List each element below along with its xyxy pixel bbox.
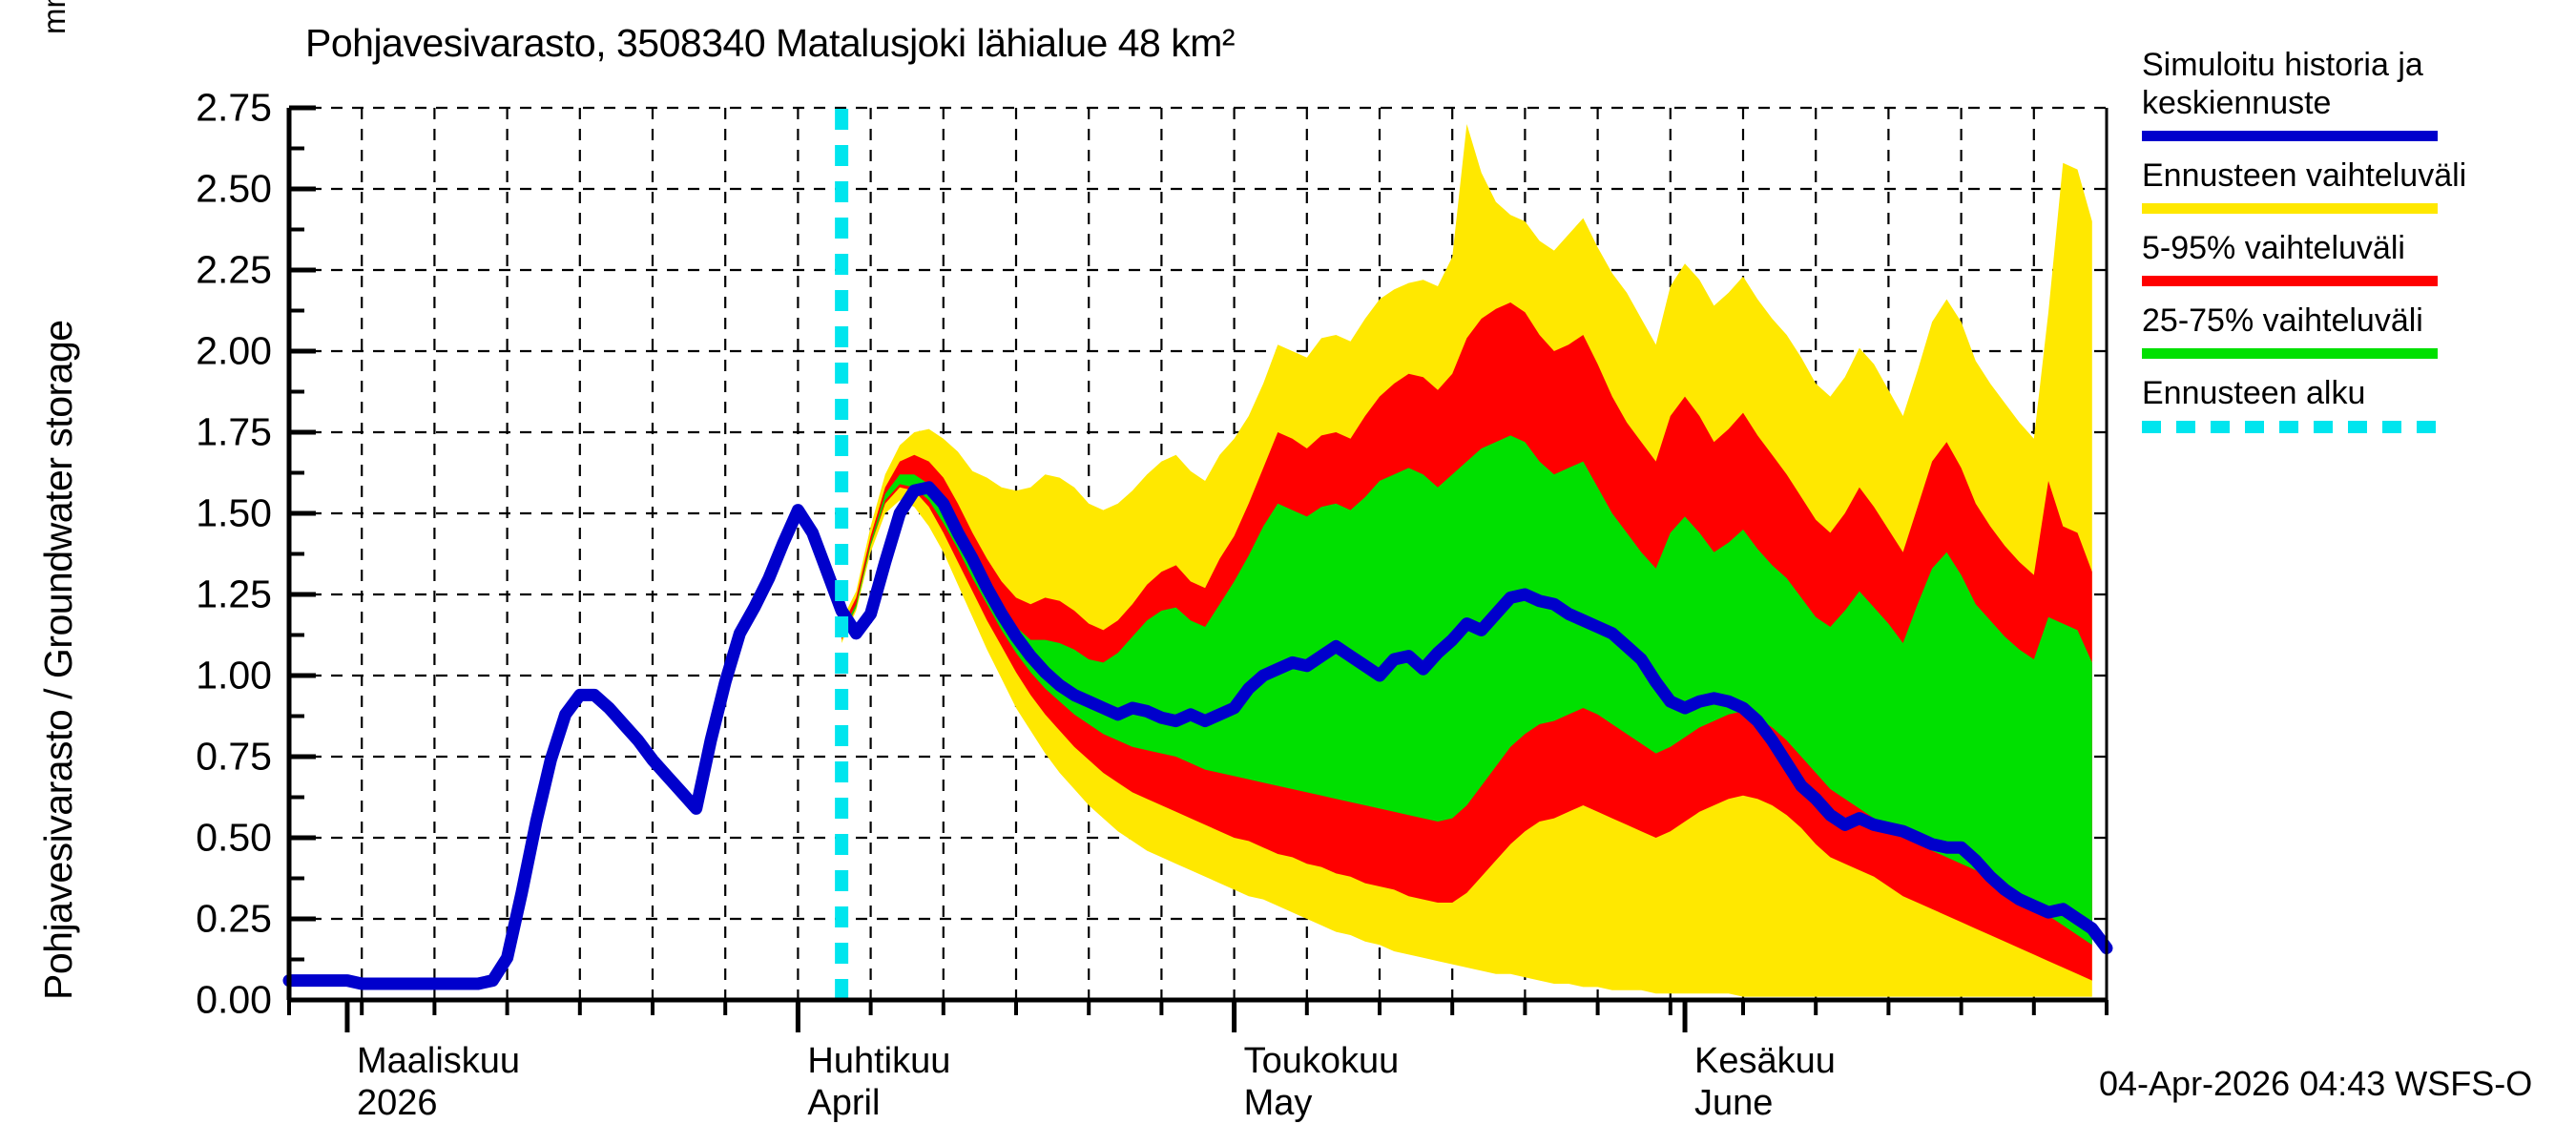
- legend-label-line2: keskiennuste: [2142, 85, 2332, 121]
- x-tick-label: Maaliskuu 2026: [357, 1040, 520, 1124]
- y-tick-label: 1.75: [196, 409, 272, 454]
- legend-swatch-forecast-range: [2142, 203, 2438, 214]
- y-axis-tick-labels: 0.00 0.25 0.50 0.75 1.00 1.25 1.50 1.75 2.00 2.25…: [76, 0, 272, 1145]
- y-tick-label: 0.50: [196, 815, 272, 860]
- legend-label: Simuloitu historia ja: [2142, 47, 2423, 83]
- legend-item-forecast-range[interactable]: Ennusteen vaihteluväli: [2142, 156, 2571, 214]
- y-tick-label: 2.00: [196, 328, 272, 373]
- band-p25-75: [841, 435, 2092, 946]
- x-tick-label-fi: Kesäkuu: [1694, 1041, 1836, 1081]
- footer-timestamp: 04-Apr-2026 04:43 WSFS-O: [2099, 1064, 2533, 1103]
- x-tick-label-fi: Huhtikuu: [807, 1041, 951, 1081]
- y-tick-label: 2.25: [196, 247, 272, 292]
- legend-label: Ennusteen alku: [2142, 375, 2366, 411]
- y-tick-label: 1.50: [196, 490, 272, 535]
- y-tick-label: 0.25: [196, 896, 272, 941]
- y-tick-label: 1.25: [196, 572, 272, 616]
- legend-item-mean-forecast[interactable]: Simuloitu historia ja keskiennuste: [2142, 46, 2571, 141]
- y-tick-label: 1.00: [196, 653, 272, 697]
- legend-item-forecast-start[interactable]: Ennusteen alku: [2142, 374, 2571, 433]
- y-tick-label: 0.75: [196, 734, 272, 779]
- mean-forecast-line: [282, 481, 2113, 990]
- y-tick-label: 0.00: [196, 977, 272, 1022]
- legend-item-p25-75-range[interactable]: 25-75% vaihteluväli: [2142, 302, 2571, 359]
- legend-item-p5-95-range[interactable]: 5-95% vaihteluväli: [2142, 229, 2571, 286]
- x-tick-label-en: May: [1243, 1083, 1313, 1123]
- y-tick-label: 2.50: [196, 166, 272, 211]
- legend-swatch-forecast-start: [2142, 421, 2438, 433]
- x-tick-label: Toukokuu May: [1244, 1040, 1400, 1124]
- legend-swatch-mean-forecast: [2142, 131, 2438, 141]
- x-tick-label-en: April: [807, 1083, 881, 1123]
- legend-label: 5-95% vaihteluväli: [2142, 230, 2405, 266]
- x-tick-label-en: June: [1694, 1083, 1774, 1123]
- x-tick-label: Kesäkuu June: [1694, 1040, 1836, 1124]
- chart-legend: Simuloitu historia ja keskiennuste Ennuste…: [2142, 46, 2571, 448]
- legend-label: Ennusteen vaihteluväli: [2142, 157, 2467, 194]
- x-tick-label-en: 2026: [356, 1083, 438, 1123]
- legend-label: 25-75% vaihteluväli: [2142, 302, 2423, 339]
- legend-swatch-p5-95-range: [2142, 276, 2438, 286]
- x-tick-label-fi: Maaliskuu: [356, 1041, 521, 1081]
- legend-swatch-p25-75-range: [2142, 348, 2438, 359]
- y-tick-label: 2.75: [196, 85, 272, 130]
- x-tick-label-fi: Toukokuu: [1243, 1041, 1400, 1081]
- page-title: Pohjavesivarasto, 3508340 Matalusjoki lä…: [305, 21, 1236, 65]
- x-tick-label: Huhtikuu April: [807, 1040, 950, 1124]
